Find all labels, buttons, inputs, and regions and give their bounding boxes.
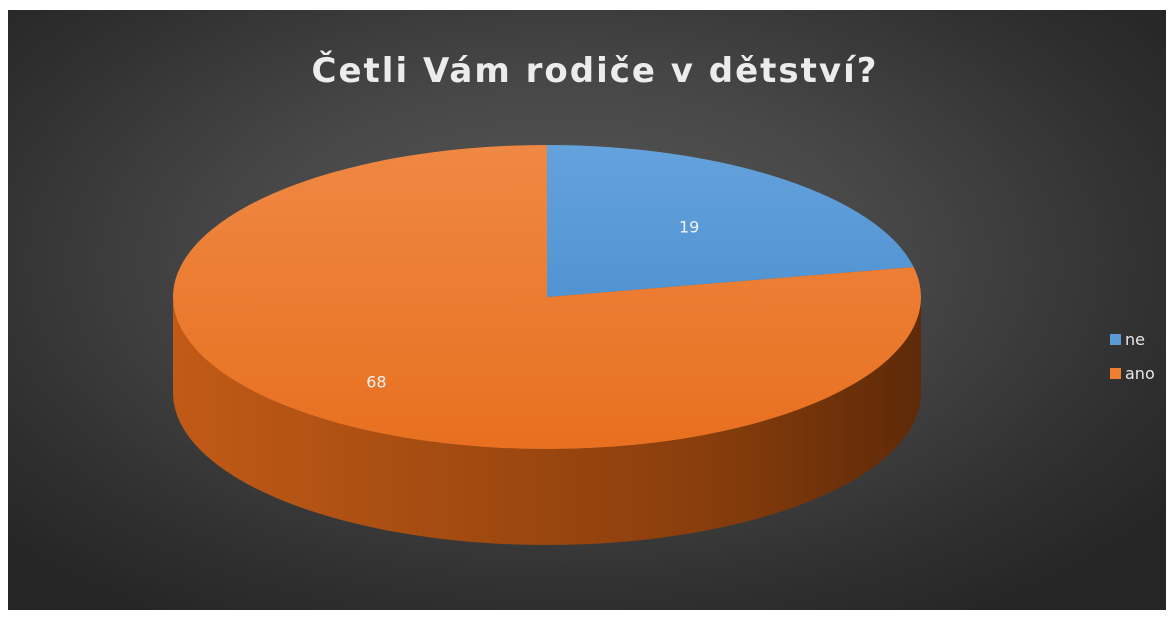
legend-swatch-ne — [1110, 334, 1121, 345]
pie-slices — [173, 145, 921, 545]
pie-side-ano — [173, 297, 921, 545]
chart-title: Četli Vám rodiče v dětství? — [312, 50, 879, 91]
pie-slice-ano — [173, 145, 921, 449]
legend-label-ano: ano — [1125, 364, 1155, 383]
chart-area: Četli Vám rodiče v dětství? 19 68 ne ano — [8, 10, 1166, 610]
data-label-ne: 19 — [679, 217, 699, 236]
pie-slice-ne — [547, 145, 914, 297]
legend-swatch-ano — [1110, 368, 1121, 379]
legend: ne ano — [1110, 330, 1155, 383]
legend-label-ne: ne — [1125, 330, 1145, 349]
data-label-ano: 68 — [366, 373, 386, 392]
